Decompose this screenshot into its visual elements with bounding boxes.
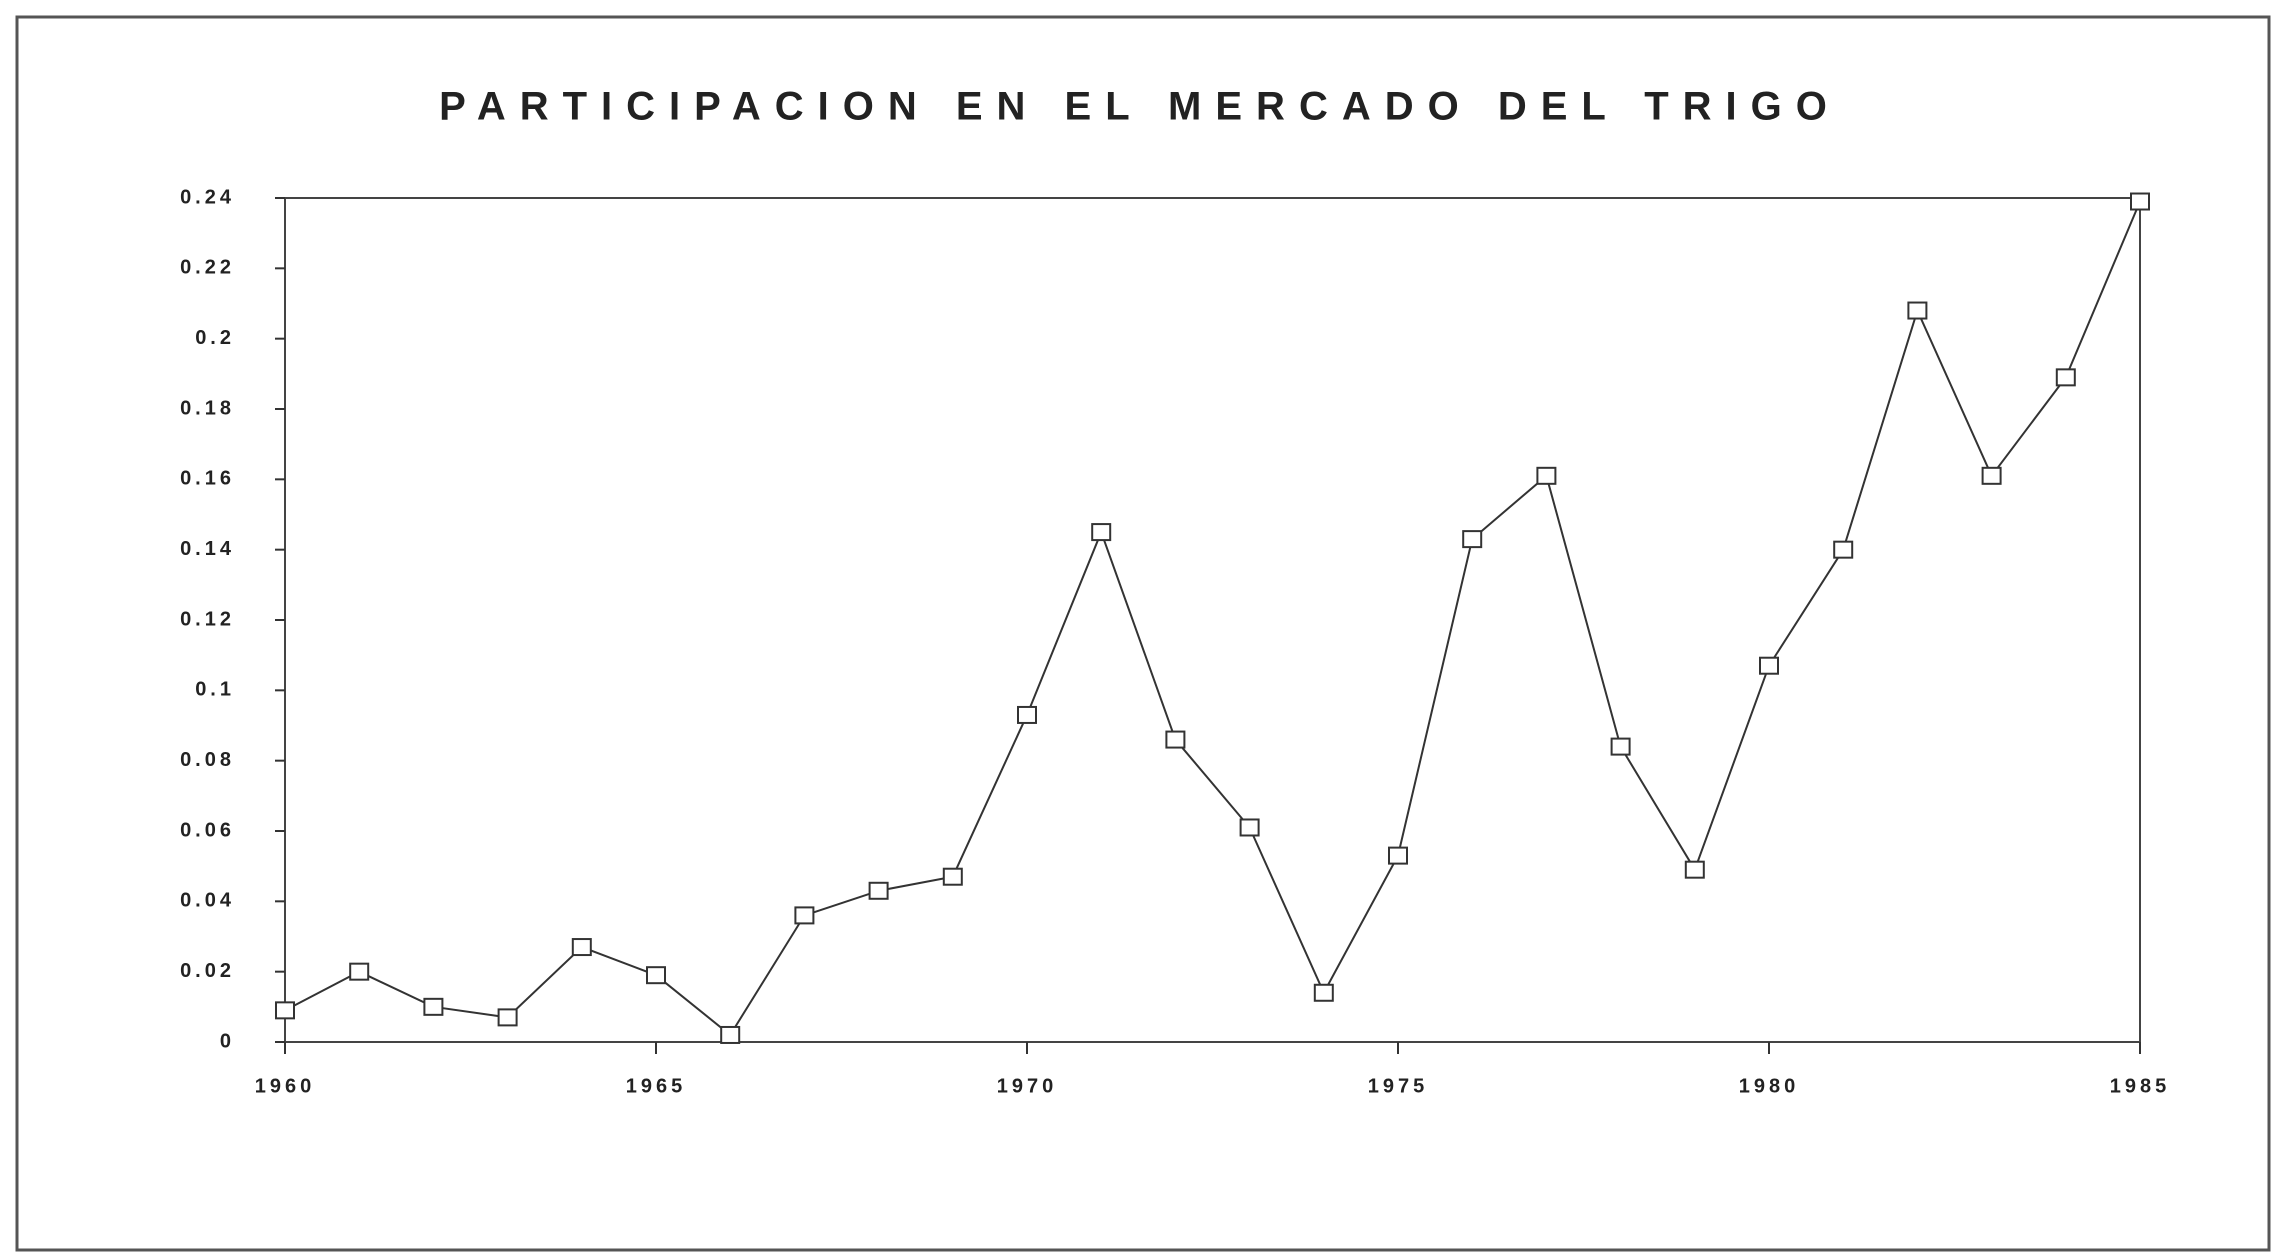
y-tick-label: 0 — [220, 1030, 235, 1052]
y-tick-label: 0.08 — [180, 749, 235, 771]
y-tick-label: 0.14 — [180, 538, 235, 560]
data-point — [868, 881, 889, 900]
data-point — [1833, 540, 1854, 559]
y-tick-label: 0.18 — [180, 397, 235, 419]
data-point — [2055, 368, 2076, 387]
data-point — [1462, 530, 1483, 549]
data-point — [1684, 860, 1705, 879]
y-tick-label: 0.22 — [180, 257, 235, 279]
x-tick-label: 1985 — [2110, 1075, 2171, 1097]
data-point — [1610, 737, 1631, 756]
y-tick-label: 0.2 — [195, 327, 235, 349]
data-point — [2130, 192, 2150, 211]
y-tick-label: 0.12 — [180, 608, 235, 630]
y-tick-label: 0.16 — [180, 468, 235, 490]
y-tick-label: 0.06 — [180, 819, 235, 841]
data-point — [1907, 301, 1928, 320]
y-tick-label: 0.02 — [180, 960, 235, 982]
data-point — [1388, 846, 1408, 865]
data-point — [1017, 705, 1037, 724]
data-point — [1239, 818, 1260, 837]
data-point — [646, 966, 666, 985]
y-tick-label: 0.24 — [180, 186, 235, 208]
data-point — [571, 938, 592, 957]
data-point — [1536, 466, 1557, 485]
data-point — [794, 906, 815, 925]
data-point — [275, 1001, 295, 1020]
x-tick-label: 1960 — [255, 1075, 316, 1097]
x-tick-label: 1965 — [626, 1075, 687, 1097]
data-point — [1981, 466, 2002, 485]
data-point — [497, 1008, 518, 1027]
x-tick-label: 1970 — [997, 1075, 1058, 1097]
data-point — [942, 867, 963, 886]
y-tick-label: 0.1 — [195, 679, 235, 701]
chart-title: PARTICIPACION EN EL MERCADO DEL TRIGO — [439, 85, 1841, 129]
plot-area — [284, 197, 2141, 1043]
x-tick-label: 1975 — [1368, 1075, 1429, 1097]
data-point — [423, 997, 444, 1016]
data-point — [349, 962, 370, 981]
x-tick-label: 1980 — [1739, 1075, 1800, 1097]
data-point — [1759, 656, 1779, 675]
data-line — [284, 201, 2141, 1037]
data-point — [720, 1025, 741, 1044]
frame — [15, 15, 2271, 1252]
data-point — [1091, 523, 1112, 542]
data-point — [1313, 983, 1334, 1002]
y-tick-label: 0.04 — [180, 890, 235, 912]
data-point — [1165, 730, 1186, 749]
